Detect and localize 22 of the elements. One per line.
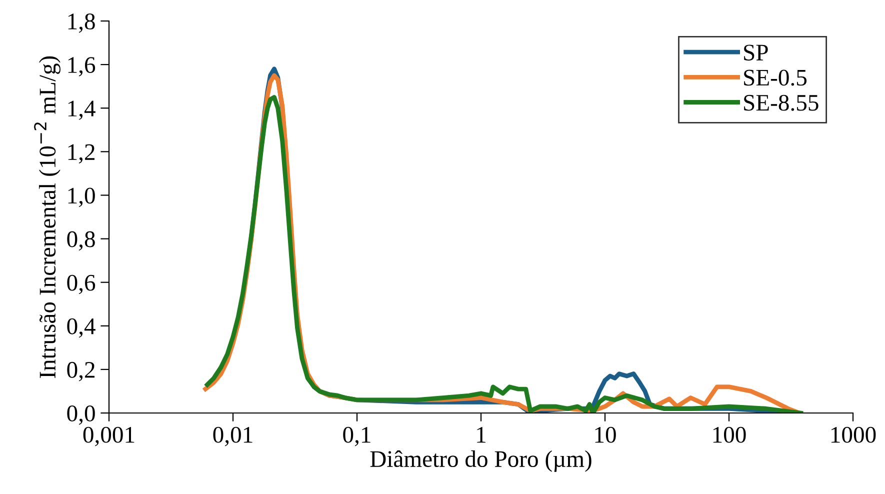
y-tick-label: 0,4: [67, 318, 96, 338]
legend-label: SE-8.55: [744, 94, 818, 111]
y-tick-label: 0,2: [67, 362, 95, 382]
x-tick-label: 1000: [831, 426, 876, 443]
y-tick-label: 0,8: [67, 231, 95, 251]
y-axis-title: Intrusão Incremental (10$^{−2}$ mL/g): [34, 56, 60, 378]
y-tick-label: 1,0: [68, 188, 95, 208]
y-tick-label: 0,6: [67, 274, 96, 294]
x-tick-label: 1: [477, 426, 486, 443]
x-tick-label: 0,001: [83, 426, 134, 446]
x-axis-title: Diâmetro do Poro (µm): [370, 450, 592, 472]
y-tick-label: 0,0: [67, 405, 95, 425]
legend-label: SE-0.5: [744, 70, 807, 86]
x-tick-label: 100: [713, 426, 746, 443]
y-tick-label: 1,2: [68, 144, 95, 164]
y-tick-label: 1,4: [68, 100, 96, 120]
x-tick-label: 10: [595, 426, 616, 443]
legend-label: SP: [744, 44, 768, 61]
y-tick-label: 1,6: [68, 57, 96, 76]
x-tick-label: 0,01: [213, 426, 252, 446]
x-tick-label: 0,1: [343, 426, 370, 446]
y-tick-label: 1,8: [68, 13, 95, 33]
